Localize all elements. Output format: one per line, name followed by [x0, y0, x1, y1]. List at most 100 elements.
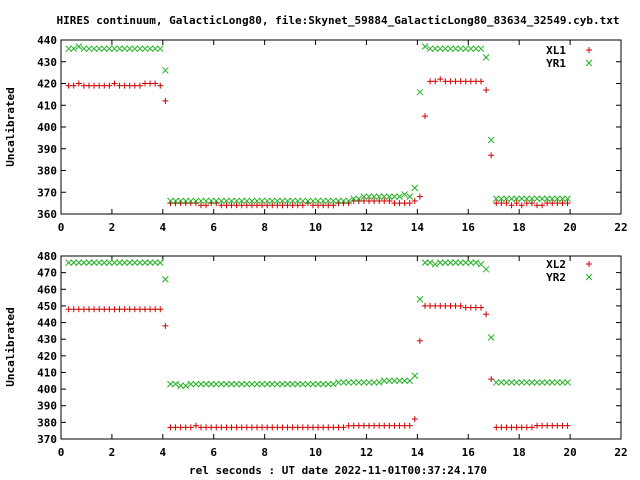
data-point-yr1 — [421, 43, 429, 50]
data-point-xl2 — [116, 306, 123, 313]
data-point-yr2 — [126, 259, 134, 267]
data-point-xl2 — [325, 424, 332, 431]
data-point-yr1 — [457, 45, 464, 53]
y-tick-label: 370 — [37, 186, 57, 199]
data-point-yr2 — [172, 380, 179, 388]
data-point-yr1 — [253, 197, 261, 205]
data-point-xl2 — [396, 422, 403, 429]
data-point-xl2 — [182, 424, 189, 431]
y-tick-label: 400 — [37, 383, 57, 396]
data-point-yr2 — [289, 380, 296, 388]
data-point-yr1 — [172, 197, 179, 205]
data-point-yr1 — [492, 195, 500, 203]
data-point-yr1 — [360, 193, 368, 200]
data-point-xl1 — [539, 202, 546, 209]
data-point-xl1 — [498, 200, 505, 207]
data-point-xl2 — [299, 424, 306, 431]
data-point-yr2 — [85, 259, 93, 267]
x-tick-label: 20 — [563, 221, 576, 234]
data-point-yr2 — [375, 379, 383, 386]
legend-marker-yr1-glyph — [585, 59, 593, 67]
data-point-yr2 — [345, 379, 352, 386]
data-point-yr2 — [472, 259, 480, 267]
data-point-xl1 — [371, 197, 378, 204]
data-point-xl1 — [284, 202, 291, 209]
data-point-xl2 — [213, 424, 220, 431]
top-y-axis-label: Uncalibrated — [4, 87, 17, 166]
top-legend: XL1 YR1 — [546, 44, 593, 70]
data-point-xl2 — [422, 302, 428, 309]
data-point-yr1 — [350, 195, 358, 203]
data-point-yr2 — [350, 379, 358, 386]
data-point-yr1 — [111, 45, 118, 53]
data-point-xl1 — [442, 78, 449, 85]
data-point-yr1 — [202, 197, 210, 205]
y-tick-label: 440 — [37, 317, 57, 330]
data-point-xl1 — [91, 82, 98, 89]
data-point-yr1 — [85, 45, 93, 53]
data-point-yr1 — [375, 193, 383, 200]
data-point-xl1 — [147, 80, 154, 87]
data-point-yr1 — [564, 195, 571, 203]
bottom-y-axis-label: Uncalibrated — [4, 307, 17, 386]
data-point-xl1 — [86, 82, 92, 89]
data-point-yr1 — [212, 197, 220, 205]
data-point-yr2 — [243, 380, 251, 388]
data-point-yr1 — [218, 197, 225, 205]
data-point-yr1 — [365, 193, 373, 200]
bottom-grid-ticks — [60, 255, 622, 440]
data-point-yr2 — [380, 377, 388, 385]
data-point-yr1 — [228, 197, 235, 205]
data-point-xl1 — [243, 202, 250, 209]
data-point-xl1 — [376, 197, 383, 204]
data-point-yr1 — [70, 45, 78, 53]
data-point-xl2 — [187, 424, 194, 431]
x-tick-label: 16 — [462, 221, 476, 234]
data-point-yr1 — [548, 195, 556, 203]
data-point-xl1 — [564, 200, 571, 207]
data-point-yr1 — [116, 45, 123, 53]
data-point-xl2 — [111, 306, 118, 313]
data-point-xl1 — [406, 200, 413, 207]
legend-label-yr1: YR1 — [546, 57, 566, 70]
data-point-yr2 — [335, 379, 342, 386]
data-point-yr2 — [121, 259, 128, 267]
x-tick-label: 18 — [513, 446, 526, 459]
data-point-yr1 — [554, 195, 561, 203]
data-point-xl2 — [478, 304, 484, 311]
data-point-xl1 — [65, 82, 72, 89]
data-point-xl2 — [284, 424, 291, 431]
data-point-xl2 — [345, 422, 352, 429]
x-tick-label: 6 — [210, 446, 217, 459]
data-point-yr1 — [197, 197, 205, 205]
data-point-xl1 — [391, 200, 398, 207]
data-point-xl1 — [80, 82, 87, 89]
data-point-xl2 — [279, 424, 286, 431]
data-point-xl1 — [152, 80, 159, 87]
data-point-yr1 — [538, 195, 546, 203]
data-point-xl2 — [70, 306, 77, 313]
data-point-yr1 — [126, 45, 134, 53]
data-point-yr2 — [111, 259, 118, 267]
data-point-xl1 — [447, 78, 454, 85]
data-point-xl1 — [70, 82, 77, 89]
x-tick-label: 6 — [210, 221, 217, 234]
data-point-yr1 — [299, 197, 307, 205]
data-point-yr1 — [162, 67, 169, 74]
data-point-yr2 — [360, 379, 368, 386]
data-point-xl1 — [488, 152, 495, 159]
data-point-yr2 — [411, 372, 419, 380]
data-point-xl1 — [366, 197, 372, 204]
bottom-x-tick-labels: 0 2 4 6 8 10 12 14 16 18 20 22 — [58, 446, 628, 459]
data-point-xl2 — [304, 424, 311, 431]
data-point-yr2 — [518, 379, 526, 386]
data-point-xl1 — [416, 193, 423, 200]
data-point-xl2 — [203, 424, 210, 431]
data-point-xl2 — [523, 424, 530, 431]
data-point-xl2 — [376, 422, 383, 429]
data-point-xl2 — [167, 424, 174, 431]
data-point-xl1 — [508, 202, 515, 209]
bottom-y-tick-labels: 370 380 390 400 410 420 430 440 450 460 470 480 — [37, 250, 57, 446]
top-series-markers — [65, 43, 571, 209]
data-point-xl2 — [86, 306, 92, 313]
